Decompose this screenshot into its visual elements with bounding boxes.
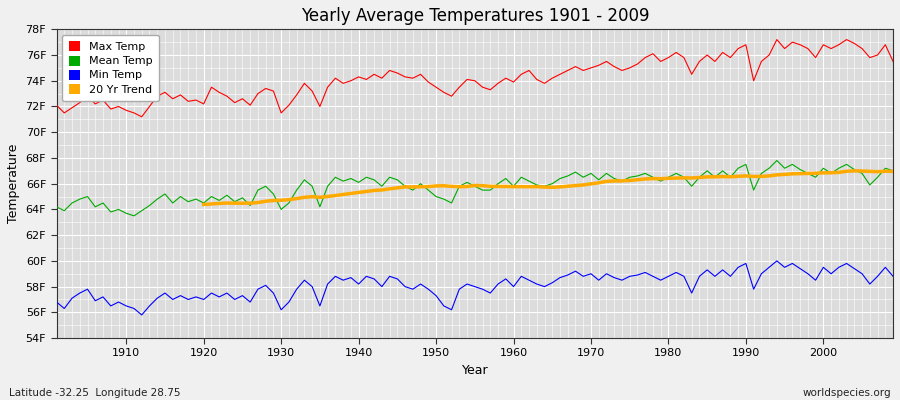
Legend: Max Temp, Mean Temp, Min Temp, 20 Yr Trend: Max Temp, Mean Temp, Min Temp, 20 Yr Tre… <box>62 35 159 101</box>
Text: worldspecies.org: worldspecies.org <box>803 388 891 398</box>
X-axis label: Year: Year <box>462 364 488 377</box>
Y-axis label: Temperature: Temperature <box>7 144 20 223</box>
Text: Latitude -32.25  Longitude 28.75: Latitude -32.25 Longitude 28.75 <box>9 388 181 398</box>
Title: Yearly Average Temperatures 1901 - 2009: Yearly Average Temperatures 1901 - 2009 <box>301 7 649 25</box>
